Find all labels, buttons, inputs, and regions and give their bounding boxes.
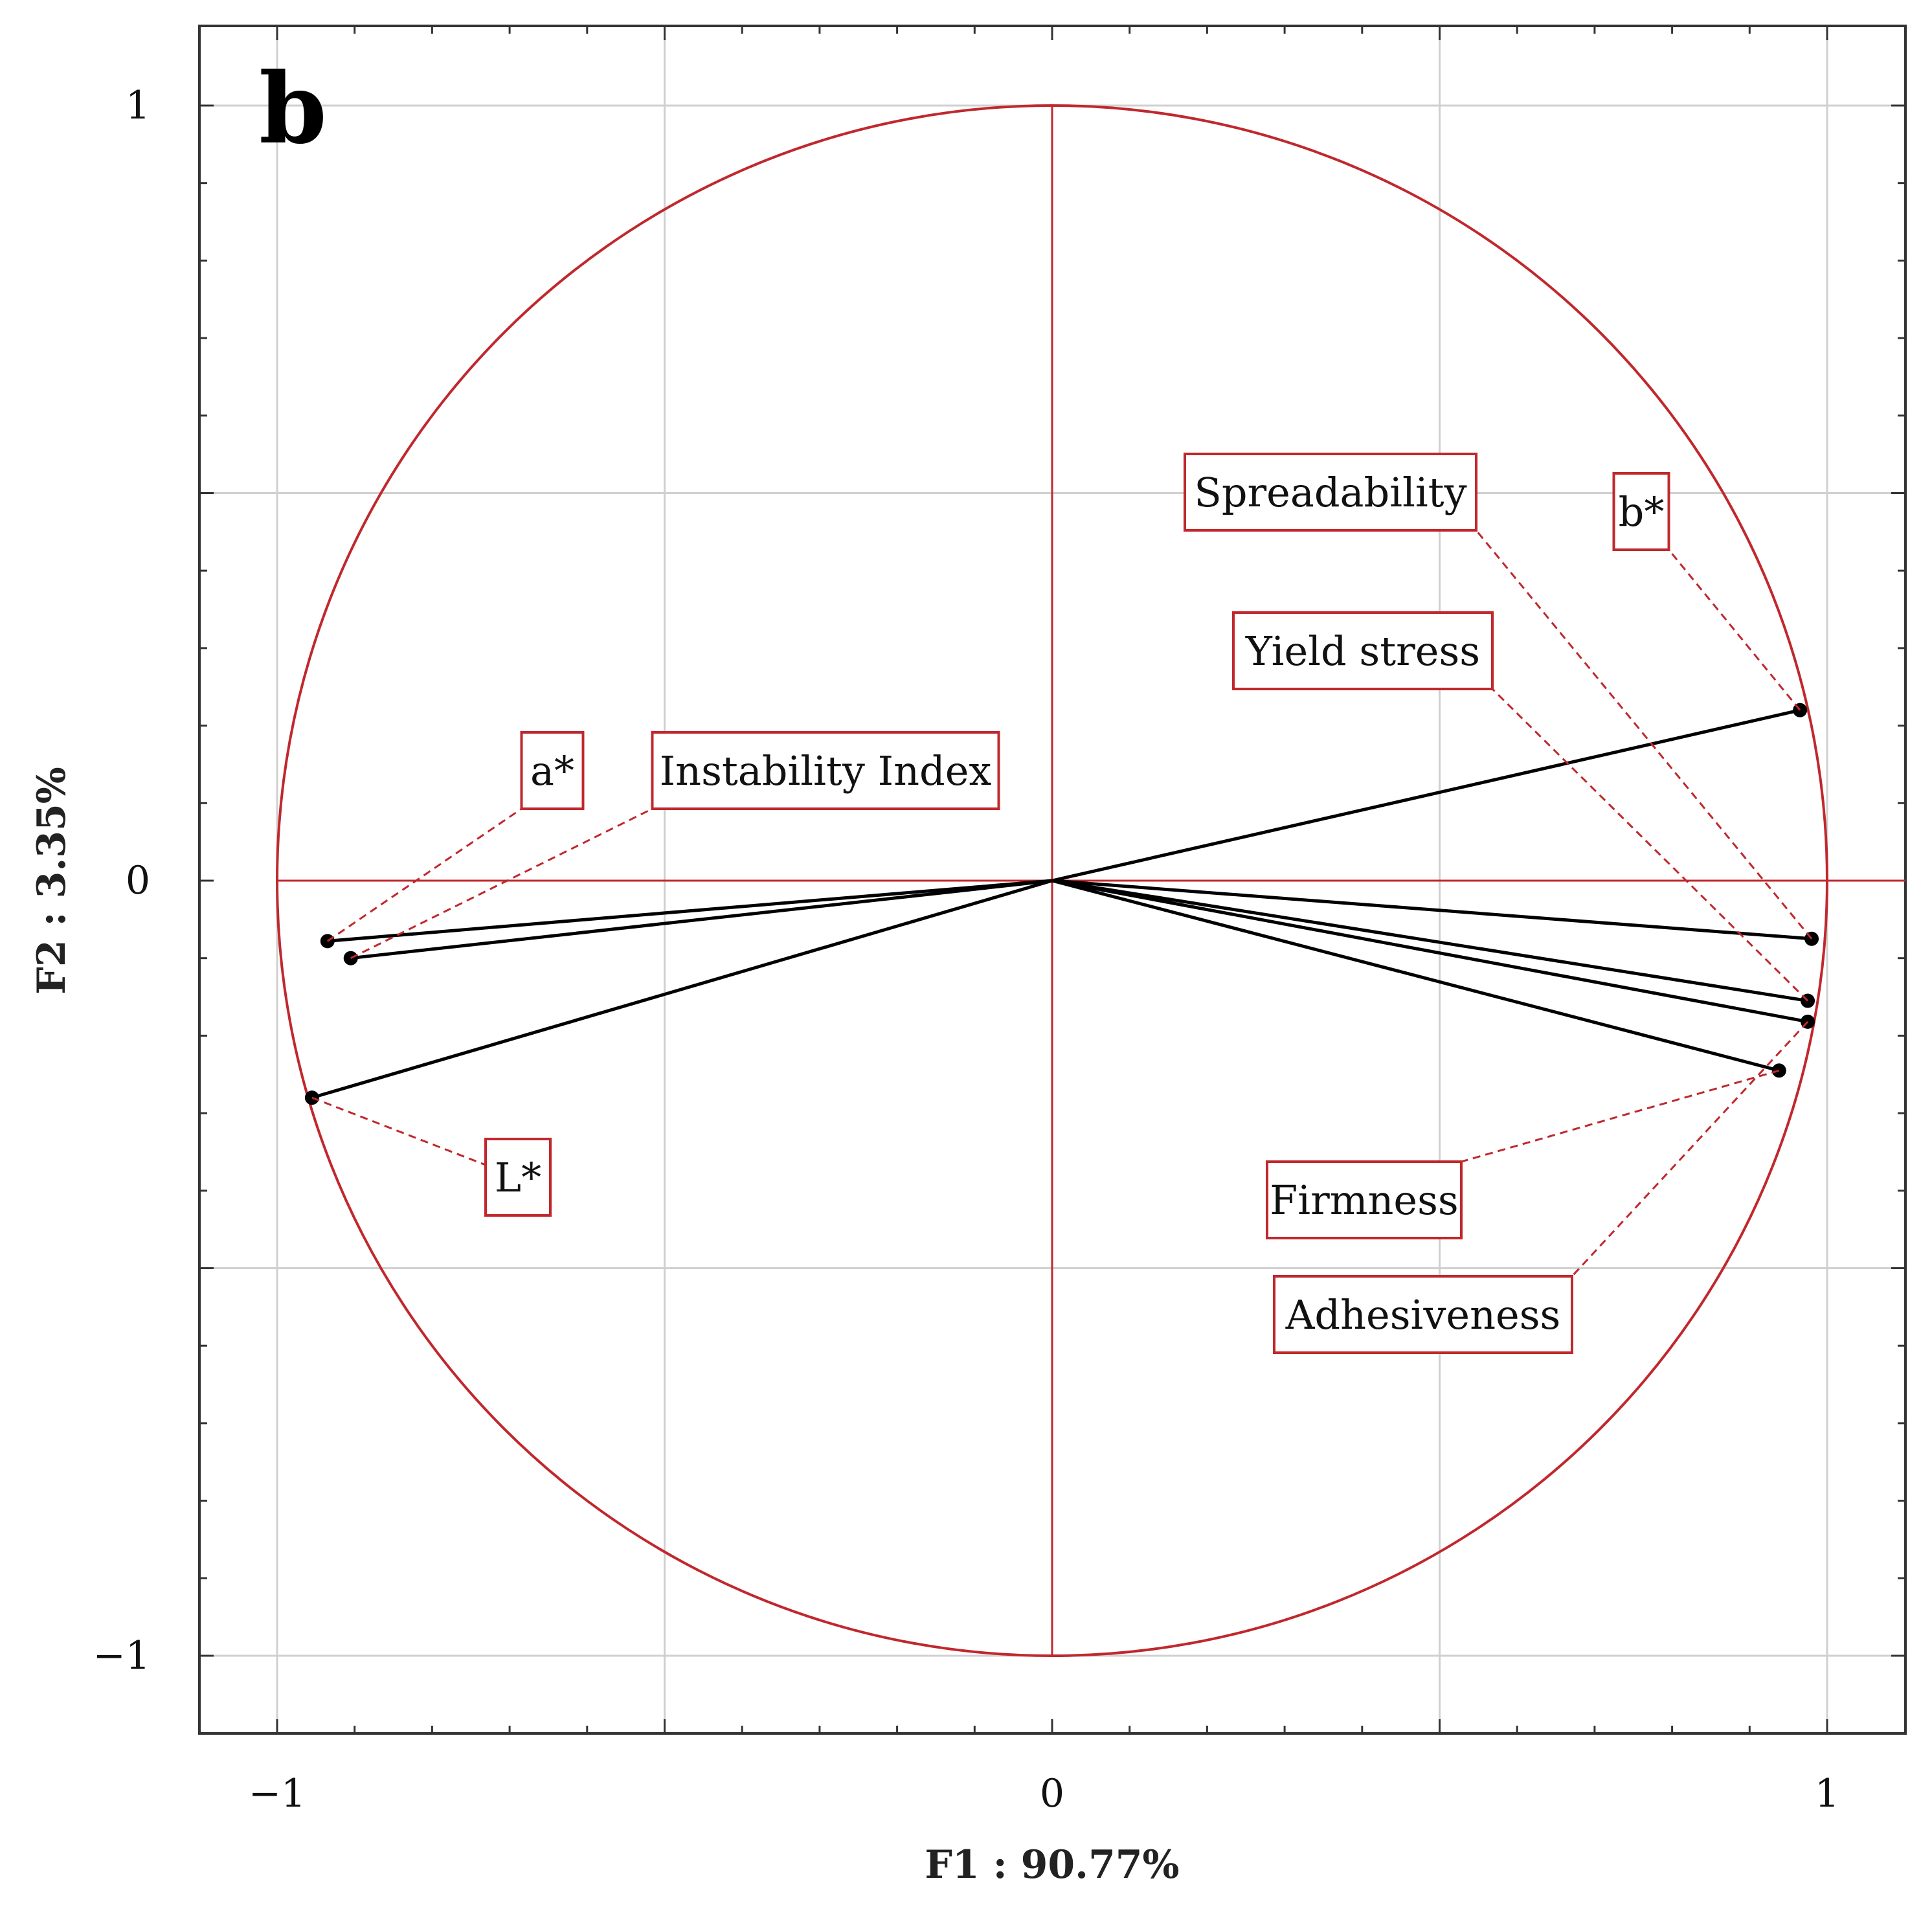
y-tick-label: −1	[93, 1633, 150, 1678]
leader-line-yield-stress	[1491, 688, 1809, 1002]
leader-line-firmness	[1461, 1069, 1780, 1163]
y-tick-label: 1	[126, 83, 150, 128]
label-box-instability-index	[651, 731, 1000, 810]
label-firmness: Firmness	[1270, 1177, 1459, 1224]
x-tick-label: 1	[1815, 1771, 1839, 1816]
label-box-adhesiveness	[1273, 1275, 1573, 1354]
label-spreadability: Spreadability	[1194, 469, 1466, 516]
label-l-star: L*	[495, 1154, 541, 1201]
vector-a-star	[327, 879, 1053, 943]
unit-circle	[276, 104, 1828, 1657]
label-instability-index: Instability Index	[660, 747, 992, 795]
label-leader-lines	[311, 530, 1813, 1278]
vector-firmness	[1051, 879, 1780, 1072]
vector-l-star	[311, 879, 1053, 1100]
vector-b-star	[1051, 708, 1801, 883]
leader-line-a-star	[326, 807, 522, 942]
vector-yield-stress	[1051, 879, 1808, 1003]
x-tick-label: −1	[249, 1771, 306, 1816]
leader-line-instability-index	[350, 807, 653, 960]
label-a-star: a*	[530, 747, 574, 795]
label-box-firmness	[1266, 1160, 1463, 1239]
variable-labels: b* Spreadability Yield stress Adhesiveness F…	[484, 453, 1670, 1354]
label-box-a-star	[520, 731, 585, 810]
x-axis-title: F1 : 90.77%	[925, 1842, 1179, 1888]
tick-labels: −1 0 1 1 0 −1	[93, 83, 1840, 1816]
vector-spreadability	[1051, 879, 1812, 941]
label-b-star: b*	[1619, 488, 1665, 536]
label-box-l-star	[484, 1138, 552, 1217]
label-adhesiveness: Adhesiveness	[1285, 1291, 1561, 1338]
label-box-yield-stress	[1232, 611, 1494, 690]
label-box-spreadability	[1184, 453, 1477, 532]
panel-letter: b	[259, 52, 327, 166]
label-box-b-star	[1612, 472, 1670, 551]
label-yield-stress: Yield stress	[1245, 627, 1480, 675]
y-axis-title: F2 : 3.35%	[29, 767, 74, 994]
x-tick-label: 0	[1040, 1771, 1064, 1816]
leader-line-spreadability	[1475, 530, 1813, 940]
y-tick-label: 0	[126, 858, 150, 903]
vector-adhesiveness	[1051, 879, 1808, 1024]
leader-line-b-star	[1668, 549, 1801, 711]
leader-line-l-star	[311, 1096, 486, 1166]
vector-instability-index	[350, 879, 1053, 960]
leader-line-adhesiveness	[1571, 1021, 1809, 1278]
